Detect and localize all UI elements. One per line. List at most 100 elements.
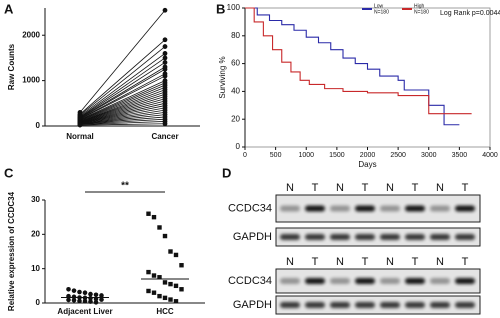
point bbox=[151, 273, 157, 278]
pair-line bbox=[79, 68, 166, 119]
blot-band bbox=[455, 234, 475, 240]
point bbox=[71, 297, 77, 303]
pair-line bbox=[79, 87, 166, 122]
blot-membrane bbox=[275, 295, 481, 315]
blot-band bbox=[305, 278, 325, 284]
row-label: GAPDH bbox=[233, 231, 272, 243]
lane-label: T bbox=[412, 182, 419, 194]
pair-line bbox=[79, 114, 166, 125]
blot-band bbox=[455, 278, 475, 284]
point bbox=[162, 60, 168, 65]
y-axis-label: Raw Counts bbox=[7, 43, 16, 90]
point bbox=[93, 300, 99, 305]
point bbox=[157, 275, 162, 280]
point bbox=[151, 214, 157, 220]
y-axis-label: Relative expression of CCDC34 bbox=[7, 191, 16, 311]
blot-band bbox=[355, 302, 375, 308]
blot-band bbox=[305, 302, 325, 308]
y-tick-label: 100 bbox=[227, 3, 241, 12]
lane-label: T bbox=[362, 256, 369, 268]
point bbox=[157, 225, 162, 230]
pair-line bbox=[79, 96, 166, 123]
point bbox=[77, 289, 82, 295]
point bbox=[82, 298, 88, 304]
point bbox=[93, 292, 99, 298]
pair-line bbox=[79, 62, 166, 118]
row-label: GAPDH bbox=[233, 299, 272, 311]
legend-sublabel: N=180 bbox=[374, 9, 389, 15]
blot-band bbox=[330, 278, 350, 284]
lane-label: T bbox=[312, 256, 319, 268]
pair-line bbox=[79, 46, 166, 116]
point bbox=[168, 281, 173, 287]
x-tick-label: HCC bbox=[156, 307, 174, 316]
pair-line bbox=[79, 100, 166, 123]
point bbox=[157, 293, 162, 299]
point bbox=[162, 280, 168, 285]
blot-band bbox=[405, 205, 425, 212]
pair-line bbox=[79, 121, 166, 126]
blot-band bbox=[430, 205, 450, 212]
blot-band bbox=[330, 234, 350, 240]
lane-label: N bbox=[336, 182, 344, 194]
point bbox=[162, 44, 168, 49]
x-axis-label: Days bbox=[358, 160, 376, 169]
blot-band bbox=[380, 234, 400, 240]
pair-line bbox=[79, 10, 166, 113]
point bbox=[146, 288, 151, 294]
point bbox=[82, 290, 88, 296]
pair-line bbox=[79, 39, 166, 115]
point bbox=[71, 288, 77, 293]
point bbox=[77, 298, 82, 304]
annotation: Log Rank p=0.00447 bbox=[440, 10, 500, 17]
pair-line bbox=[79, 109, 166, 124]
y-tick-label: 60 bbox=[231, 59, 240, 68]
point bbox=[162, 55, 168, 61]
point bbox=[162, 37, 168, 43]
y-axis-label: Surviving % bbox=[218, 56, 227, 98]
pair-line bbox=[79, 80, 166, 121]
point bbox=[88, 299, 93, 304]
pair-line bbox=[79, 82, 166, 121]
lane-label: N bbox=[336, 256, 344, 268]
pair-line bbox=[79, 116, 166, 125]
lane-label: T bbox=[462, 256, 469, 268]
pair-line bbox=[79, 66, 166, 119]
blot-band bbox=[305, 205, 325, 212]
pair-line bbox=[79, 123, 166, 126]
y-tick-label: 80 bbox=[231, 31, 240, 40]
pair-line bbox=[79, 89, 166, 122]
lane-label: N bbox=[286, 256, 294, 268]
lane-label: T bbox=[312, 182, 319, 194]
row-label: CCDC34 bbox=[228, 202, 272, 214]
panel-letter: A bbox=[4, 1, 14, 16]
x-tick-label: 2000 bbox=[360, 152, 376, 159]
blot-band bbox=[330, 205, 350, 212]
point bbox=[66, 297, 71, 303]
legend-label: Low bbox=[374, 3, 384, 9]
blot-band bbox=[430, 278, 450, 284]
pair-line bbox=[79, 84, 166, 121]
point bbox=[88, 291, 93, 297]
pair-line bbox=[79, 102, 166, 124]
y-tick-label: 0 bbox=[36, 298, 41, 307]
x-tick-label: 3500 bbox=[452, 152, 468, 159]
x-tick-label: Adjacent Liver bbox=[57, 307, 112, 316]
pair-line bbox=[79, 105, 166, 124]
lane-label: N bbox=[436, 256, 444, 268]
point bbox=[162, 7, 168, 13]
x-tick-label: 1500 bbox=[329, 152, 345, 159]
pair-line bbox=[79, 118, 166, 125]
y-tick-label: 30 bbox=[31, 195, 40, 204]
point bbox=[173, 283, 179, 289]
point bbox=[173, 299, 179, 304]
point bbox=[146, 211, 151, 216]
legend-label: High bbox=[414, 3, 425, 9]
x-tick-label: 2500 bbox=[390, 152, 406, 159]
blot-band bbox=[405, 278, 425, 284]
survival-curve bbox=[245, 7, 460, 126]
point bbox=[162, 50, 168, 56]
blot-band bbox=[280, 234, 300, 240]
pair-line bbox=[79, 107, 166, 124]
